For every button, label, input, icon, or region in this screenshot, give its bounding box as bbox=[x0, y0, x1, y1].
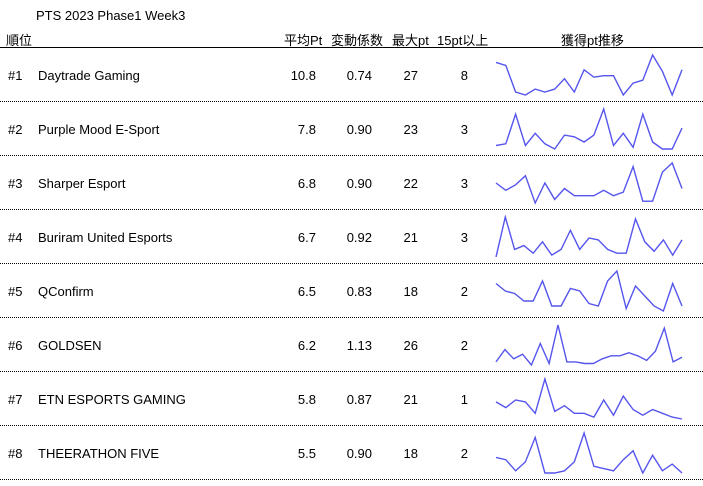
header-avg: 平均Pt bbox=[284, 33, 323, 48]
row-divider bbox=[0, 155, 703, 156]
cv-value: 0.90 bbox=[346, 122, 372, 137]
header-rule bbox=[0, 47, 703, 48]
chart-title: PTS 2023 Phase1 Week3 bbox=[36, 8, 186, 23]
max-pt-value: 21 bbox=[403, 392, 418, 407]
rank-cell: #4 bbox=[8, 230, 23, 245]
over15-count: 3 bbox=[460, 122, 468, 137]
trend-sparkline bbox=[495, 161, 683, 205]
table-row: #8 THEERATHON FIVE 5.5 0.90 18 2 bbox=[0, 426, 703, 480]
trend-line bbox=[495, 431, 683, 475]
trend-line bbox=[495, 377, 683, 420]
avg-pt-value: 7.8 bbox=[297, 122, 316, 137]
avg-pt-value: 5.5 bbox=[297, 446, 316, 461]
max-pt-value: 18 bbox=[403, 446, 418, 461]
trend-line bbox=[495, 107, 683, 150]
team-name: Daytrade Gaming bbox=[38, 68, 140, 83]
team-name: Sharper Esport bbox=[38, 176, 126, 191]
rank-cell: #3 bbox=[8, 176, 23, 191]
cv-value: 0.90 bbox=[346, 176, 372, 191]
max-pt-value: 21 bbox=[403, 230, 418, 245]
rank-cell: #1 bbox=[8, 68, 23, 83]
cv-value: 0.74 bbox=[346, 68, 372, 83]
max-pt-value: 18 bbox=[403, 284, 418, 299]
row-divider bbox=[0, 371, 703, 372]
cv-value: 0.90 bbox=[346, 446, 372, 461]
over15-count: 2 bbox=[460, 284, 468, 299]
table-row: #1 Daytrade Gaming 10.8 0.74 27 8 bbox=[0, 48, 703, 102]
avg-pt-value: 6.2 bbox=[297, 338, 316, 353]
trend-line bbox=[495, 53, 683, 97]
trend-sparkline bbox=[495, 377, 683, 420]
trend-sparkline bbox=[495, 215, 683, 258]
rank-cell: #6 bbox=[8, 338, 23, 353]
team-name: QConfirm bbox=[38, 284, 94, 299]
header-cv: 変動係数 bbox=[331, 33, 384, 48]
cv-value: 0.92 bbox=[346, 230, 372, 245]
team-name: GOLDSEN bbox=[38, 338, 102, 353]
avg-pt-value: 10.8 bbox=[290, 68, 316, 83]
trend-line bbox=[495, 215, 683, 258]
over15-count: 2 bbox=[460, 446, 468, 461]
row-divider bbox=[0, 479, 703, 480]
cv-value: 0.83 bbox=[346, 284, 372, 299]
rank-cell: #7 bbox=[8, 392, 23, 407]
rank-cell: #2 bbox=[8, 122, 23, 137]
team-name: Purple Mood E-Sport bbox=[38, 122, 160, 137]
cv-value: 0.87 bbox=[346, 392, 372, 407]
trend-line bbox=[495, 161, 683, 205]
max-pt-value: 27 bbox=[403, 68, 418, 83]
table-row: #4 Buriram United Esports 6.7 0.92 21 3 bbox=[0, 210, 703, 264]
row-divider bbox=[0, 101, 703, 102]
rank-cell: #8 bbox=[8, 446, 23, 461]
trend-sparkline bbox=[495, 324, 683, 367]
over15-count: 3 bbox=[460, 176, 468, 191]
row-divider bbox=[0, 263, 703, 264]
trend-sparkline bbox=[495, 269, 683, 313]
trend-line bbox=[495, 269, 683, 313]
over15-count: 3 bbox=[460, 230, 468, 245]
trend-sparkline bbox=[495, 431, 683, 475]
row-divider bbox=[0, 425, 703, 426]
avg-pt-value: 5.8 bbox=[297, 392, 316, 407]
avg-pt-value: 6.5 bbox=[297, 284, 316, 299]
table-row: #2 Purple Mood E-Sport 7.8 0.90 23 3 bbox=[0, 102, 703, 156]
trend-sparkline bbox=[495, 53, 683, 97]
over15-count: 2 bbox=[460, 338, 468, 353]
header-over15: 15pt以上 bbox=[437, 33, 489, 48]
max-pt-value: 23 bbox=[403, 122, 418, 137]
table-row: #7 ETN ESPORTS GAMING 5.8 0.87 21 1 bbox=[0, 372, 703, 426]
header-rank: 順位 bbox=[6, 33, 33, 48]
table-row: #6 GOLDSEN 6.2 1.13 26 2 bbox=[0, 318, 703, 372]
table-row: #3 Sharper Esport 6.8 0.90 22 3 bbox=[0, 156, 703, 210]
over15-count: 8 bbox=[460, 68, 468, 83]
over15-count: 1 bbox=[460, 392, 468, 407]
avg-pt-value: 6.8 bbox=[297, 176, 316, 191]
header-max: 最大pt bbox=[392, 33, 429, 48]
trend-line bbox=[495, 324, 683, 367]
team-name: Buriram United Esports bbox=[38, 230, 173, 245]
table-row: #5 QConfirm 6.5 0.83 18 2 bbox=[0, 264, 703, 318]
trend-sparkline bbox=[495, 107, 683, 150]
team-name: ETN ESPORTS GAMING bbox=[38, 392, 186, 407]
row-divider bbox=[0, 317, 703, 318]
cv-value: 1.13 bbox=[346, 338, 372, 353]
max-pt-value: 26 bbox=[403, 338, 418, 353]
rank-cell: #5 bbox=[8, 284, 23, 299]
header-trend: 獲得pt推移 bbox=[561, 33, 624, 48]
avg-pt-value: 6.7 bbox=[297, 230, 316, 245]
row-divider bbox=[0, 209, 703, 210]
team-name: THEERATHON FIVE bbox=[38, 446, 160, 461]
max-pt-value: 22 bbox=[403, 176, 418, 191]
